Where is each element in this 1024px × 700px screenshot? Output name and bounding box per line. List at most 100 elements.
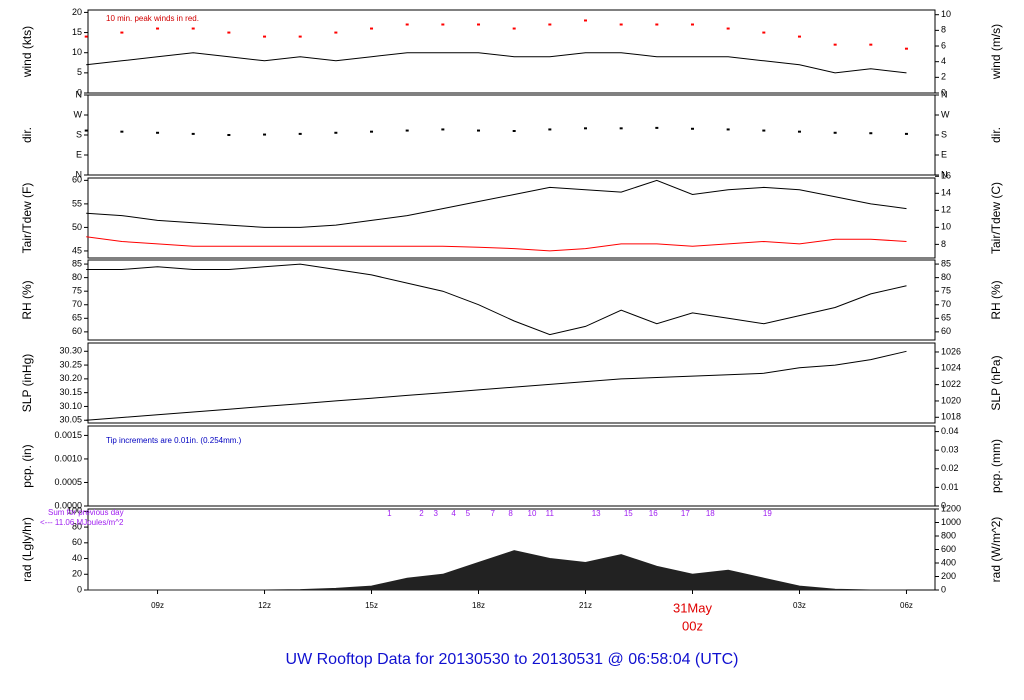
data-point [334, 31, 338, 34]
y-tick-label: 55 [72, 198, 82, 208]
y2-tick-label: 12 [941, 205, 951, 215]
data-point [869, 43, 873, 46]
y-axis-label: rad (Lgly/hr) [20, 517, 34, 582]
y-tick-label: 30.25 [59, 359, 82, 369]
data-point [726, 27, 730, 30]
data-point [120, 130, 124, 133]
y2-tick-label: W [941, 109, 950, 119]
data-line [86, 350, 907, 421]
data-point [263, 35, 267, 38]
y2-tick-label: N [941, 169, 948, 179]
date-label: 31May [673, 600, 713, 615]
y2-tick-label: 6 [941, 40, 946, 50]
y-tick-label: 60 [72, 326, 82, 336]
y2-axis-label: RH (%) [989, 280, 1003, 319]
y2-tick-label: 14 [941, 188, 951, 198]
y-tick-label: 15 [72, 27, 82, 37]
y-tick-label: 10 [72, 47, 82, 57]
y2-axis-label: Tair/Tdew (C) [989, 182, 1003, 254]
y2-tick-label: 80 [941, 272, 951, 282]
y2-tick-label: 1020 [941, 395, 961, 405]
annotation: <--- 11.06 MJoules/m^2 [40, 518, 124, 527]
marker-label: 17 [681, 509, 690, 518]
data-point [762, 129, 766, 132]
y2-tick-label: 0 [941, 500, 946, 510]
y2-tick-label: 200 [941, 571, 956, 581]
data-point [405, 129, 409, 132]
y2-tick-label: 1018 [941, 412, 961, 422]
y2-tick-label: 60 [941, 326, 951, 336]
y2-tick-label: 10 [941, 222, 951, 232]
marker-label: 13 [592, 509, 601, 518]
marker-label: 11 [546, 509, 555, 518]
chart-title: UW Rooftop Data for 20130530 to 20130531… [286, 651, 739, 668]
y-axis-label: pcp. (in) [20, 444, 34, 487]
x-tick-label: 03z [793, 601, 806, 610]
data-point [869, 132, 873, 135]
y-tick-label: 30.15 [59, 387, 82, 397]
y-tick-label: E [76, 149, 82, 159]
data-point [548, 23, 552, 26]
y-tick-label: 100 [67, 506, 82, 516]
y-tick-label: 30.05 [59, 415, 82, 425]
y-tick-label: 75 [72, 286, 82, 296]
data-point [84, 129, 88, 132]
marker-label: 2 [419, 509, 424, 518]
y-tick-label: 0.0000 [54, 500, 82, 510]
marker-label: 5 [466, 509, 471, 518]
y-tick-label: 50 [72, 222, 82, 232]
y-tick-label: 20 [72, 7, 82, 17]
y2-tick-label: 0 [941, 87, 946, 97]
data-point [441, 23, 445, 26]
data-point [441, 128, 445, 131]
panel-frame [87, 94, 936, 176]
y2-axis-label: rad (W/m^2) [989, 517, 1003, 583]
x-tick-label: 18z [472, 601, 485, 610]
data-point [833, 43, 837, 46]
panel-frame [87, 9, 936, 94]
y2-tick-label: 1200 [941, 503, 961, 513]
y2-tick-label: 400 [941, 557, 956, 567]
y-tick-label: N [76, 89, 83, 99]
data-point [584, 127, 588, 130]
marker-label: 8 [508, 509, 513, 518]
marker-label: 15 [624, 509, 633, 518]
y-tick-label: 40 [72, 553, 82, 563]
panel-frame [87, 342, 936, 424]
y2-tick-label: 600 [941, 544, 956, 554]
data-point [227, 134, 231, 136]
data-point [227, 31, 231, 34]
data-area [86, 550, 907, 591]
y-tick-label: 70 [72, 299, 82, 309]
data-point [833, 131, 837, 134]
y-tick-label: 0.0005 [54, 477, 82, 487]
y-tick-label: 45 [72, 245, 82, 255]
data-point [191, 132, 195, 135]
x-tick-label: 00z [682, 618, 703, 633]
data-point [619, 23, 623, 26]
y2-tick-label: E [941, 149, 947, 159]
x-tick-label: 12z [258, 601, 271, 610]
data-point [263, 133, 267, 136]
data-point [655, 23, 659, 26]
y2-tick-label: 1024 [941, 363, 961, 373]
y-axis-label: RH (%) [20, 280, 34, 319]
y2-tick-label: 0.01 [941, 482, 959, 492]
y-tick-label: N [76, 169, 83, 179]
data-point [904, 132, 908, 135]
y2-tick-label: 4 [941, 56, 946, 66]
y-tick-label: 0.0010 [54, 453, 82, 463]
data-point [762, 31, 766, 34]
data-point [120, 31, 124, 34]
marker-label: 19 [763, 509, 772, 518]
y-tick-label: W [74, 109, 83, 119]
y-axis-label: SLP (inHg) [20, 354, 34, 412]
data-point [690, 23, 694, 26]
data-point [477, 129, 481, 132]
y2-tick-label: 16 [941, 171, 951, 181]
data-line [86, 179, 907, 228]
y-tick-label: 60 [72, 175, 82, 185]
marker-label: 7 [491, 509, 496, 518]
data-point [655, 126, 659, 129]
data-point [477, 23, 481, 26]
